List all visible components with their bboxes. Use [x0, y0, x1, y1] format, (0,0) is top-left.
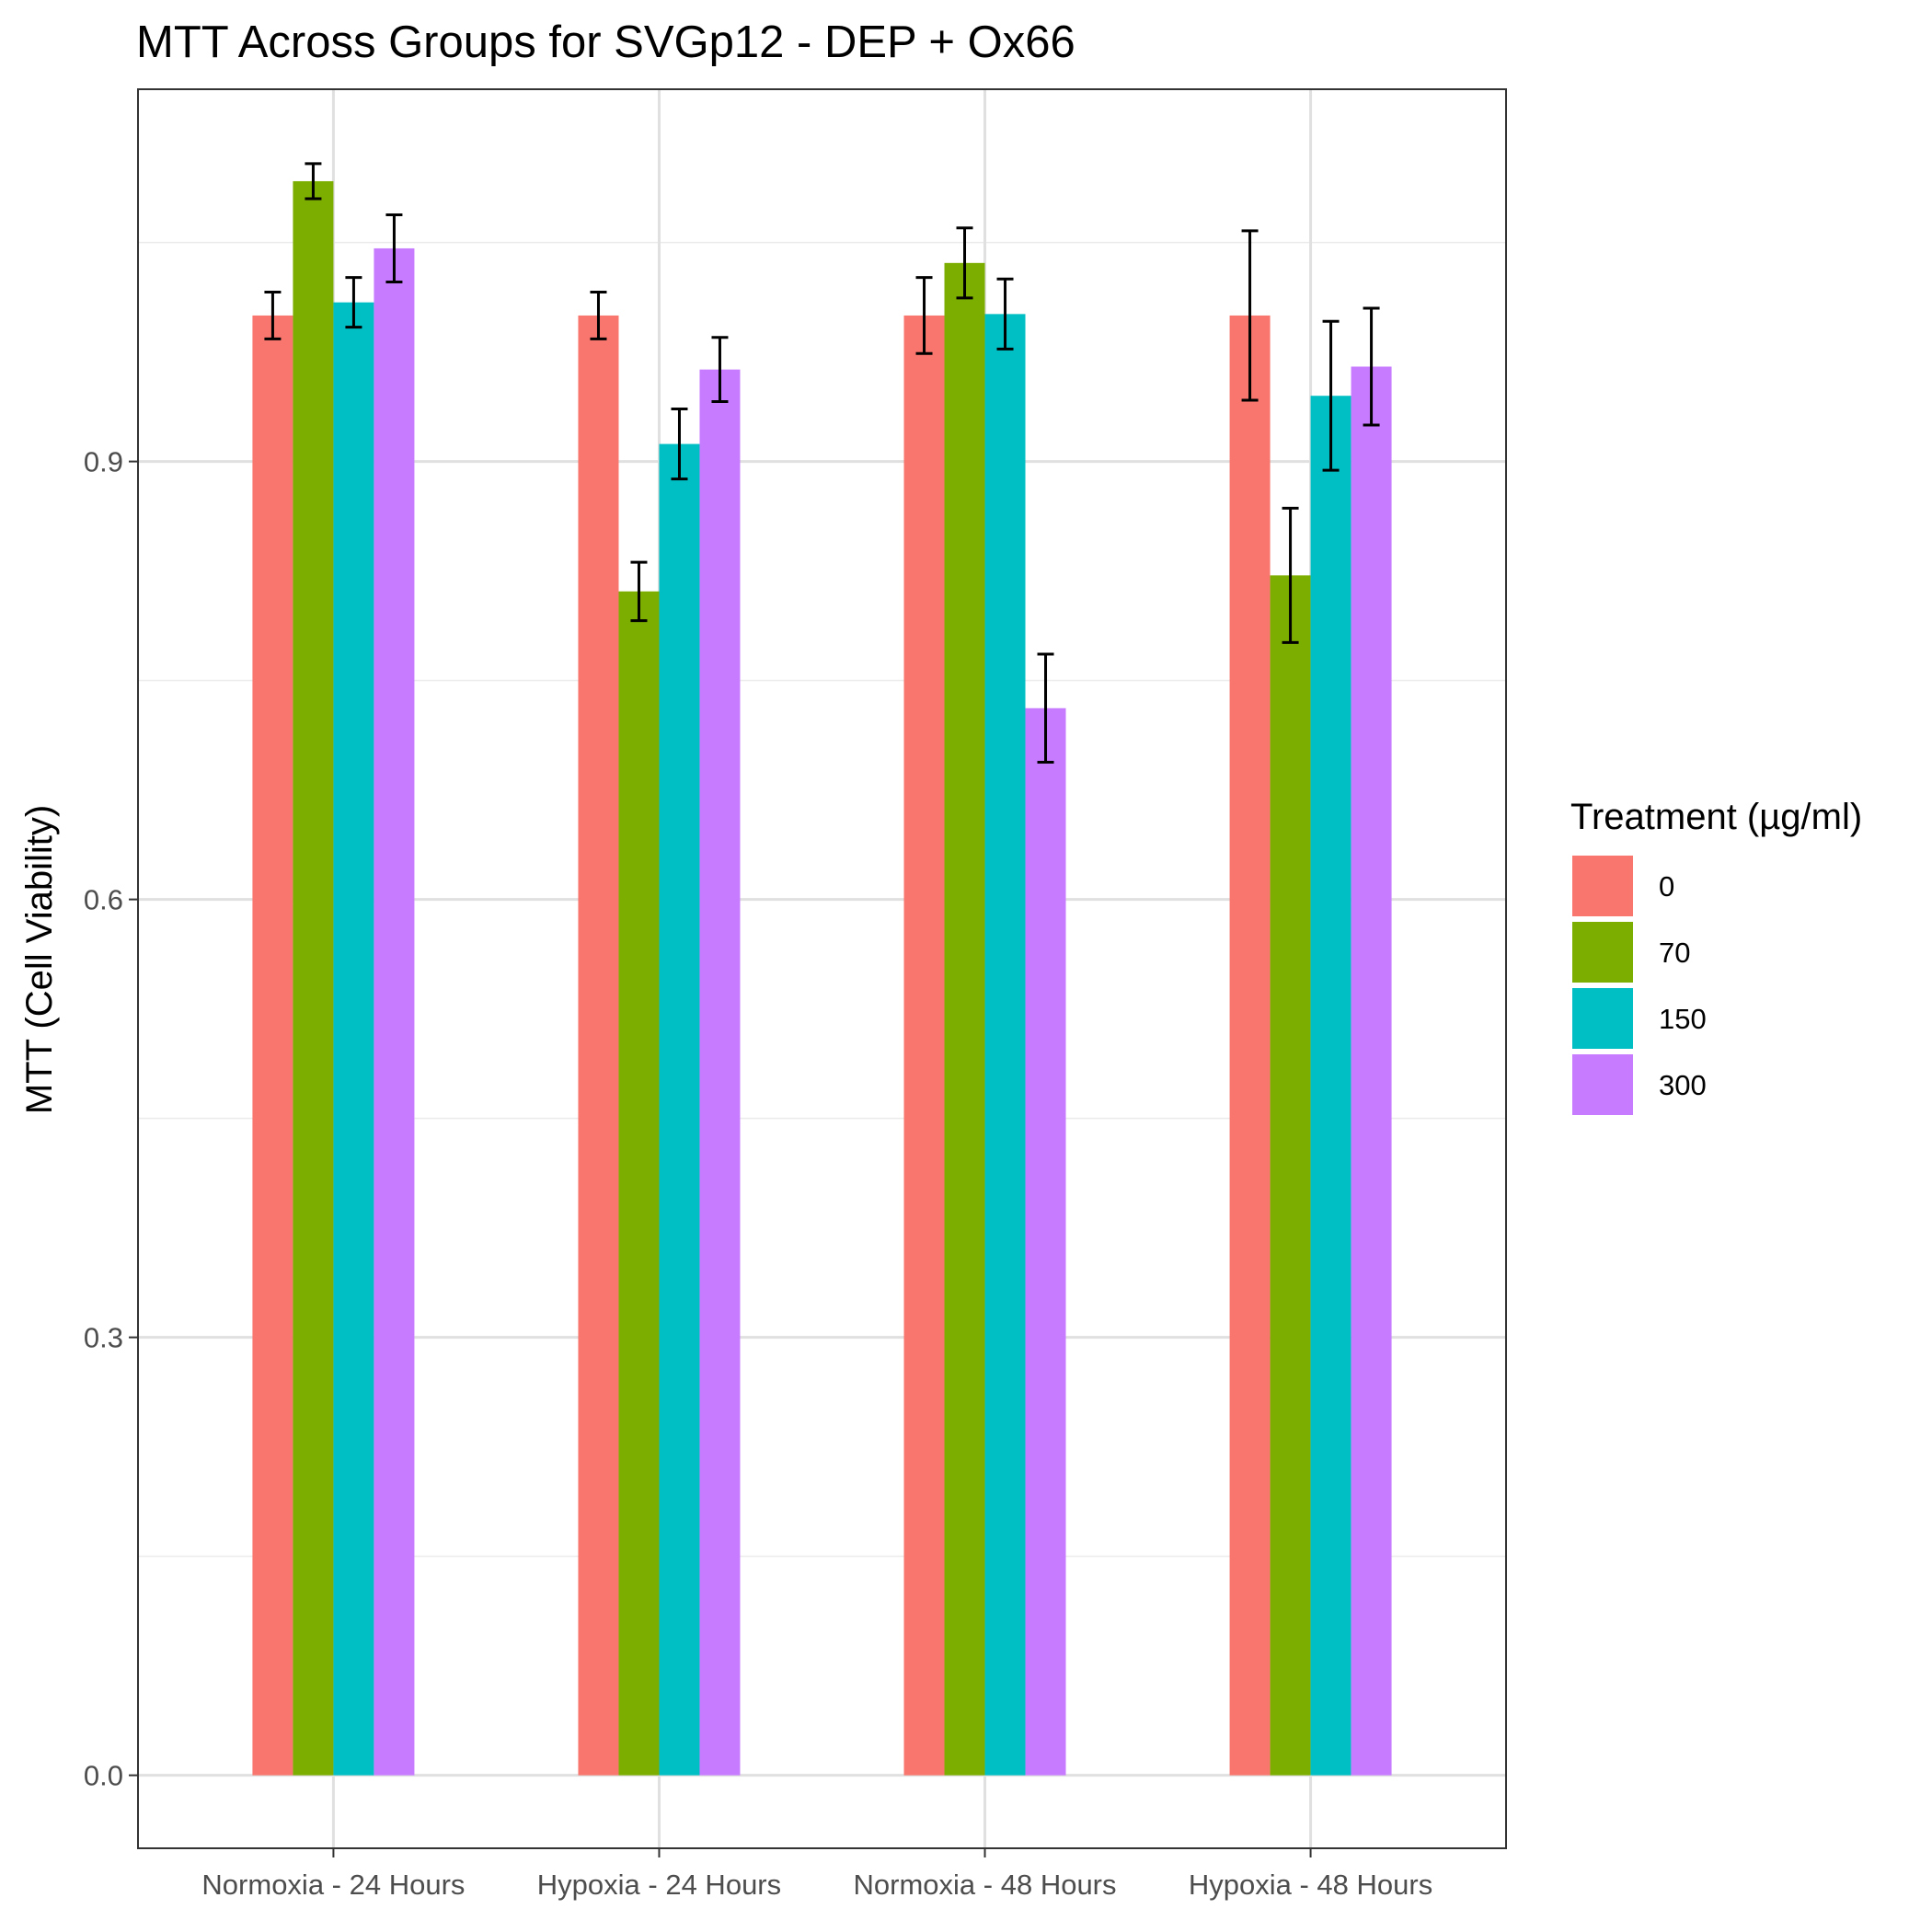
legend-key	[1572, 856, 1633, 916]
y-tick-label: 0.9	[84, 446, 123, 478]
legend-key	[1572, 1054, 1633, 1115]
bar	[1025, 707, 1066, 1776]
bar	[1270, 575, 1311, 1776]
x-tick-label: Normoxia - 24 Hours	[201, 1869, 465, 1901]
legend: Treatment (µg/ml) 0 70 150 300	[1570, 797, 1862, 1115]
legend-key	[1572, 988, 1633, 1049]
y-tick-label: 0.3	[84, 1322, 123, 1354]
panel-border	[137, 88, 1507, 1849]
bar	[333, 302, 374, 1776]
legend-label: 70	[1659, 937, 1690, 969]
bar	[293, 180, 334, 1776]
bar	[252, 315, 293, 1776]
bars	[252, 180, 1392, 1776]
error-bars	[264, 162, 1380, 764]
bar	[1310, 396, 1351, 1776]
x-tick-label: Hypoxia - 24 Hours	[537, 1869, 781, 1901]
legend-label: 150	[1659, 1003, 1707, 1035]
y-tick-label: 0.0	[84, 1760, 123, 1792]
bar	[578, 315, 619, 1776]
x-tick-label: Normoxia - 48 Hours	[854, 1869, 1117, 1901]
legend-title: Treatment (µg/ml)	[1570, 797, 1862, 837]
bar	[1351, 366, 1392, 1776]
bar	[1229, 315, 1271, 1776]
legend-key	[1572, 922, 1633, 983]
bar	[374, 247, 415, 1776]
bar	[699, 369, 741, 1776]
bar	[984, 314, 1026, 1776]
legend-label: 0	[1659, 870, 1674, 903]
plot-panel	[137, 88, 1507, 1849]
y-axis-label: MTT (Cell Viability)	[19, 805, 60, 1114]
bar	[903, 315, 945, 1776]
chart-title: MTT Across Groups for SVGp12 - DEP + Ox6…	[136, 17, 1075, 67]
legend-label: 300	[1659, 1069, 1707, 1101]
x-tick-label: Hypoxia - 48 Hours	[1189, 1869, 1432, 1901]
y-tick-label: 0.6	[84, 884, 123, 916]
y-axis: 0.0 0.3 0.6 0.9	[84, 446, 138, 1792]
bar	[944, 262, 985, 1776]
bar	[618, 591, 660, 1776]
bar	[659, 443, 700, 1776]
x-axis: Normoxia - 24 Hours Hypoxia - 24 Hours Nor…	[201, 1848, 1432, 1901]
